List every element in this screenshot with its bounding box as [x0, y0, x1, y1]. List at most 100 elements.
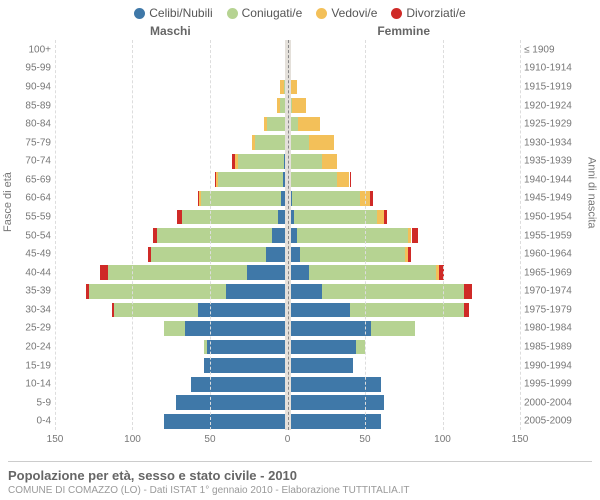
- age-label: 65-69: [17, 174, 51, 185]
- legend-label: Coniugati/e: [242, 6, 303, 20]
- legend-label: Divorziati/e: [406, 6, 465, 20]
- center-axis: [288, 40, 289, 430]
- age-label: 80-84: [17, 119, 51, 130]
- y-axis-right-label: Anni di nascita: [586, 157, 598, 229]
- segment-married: [255, 135, 286, 150]
- segment-widowed: [309, 135, 334, 150]
- female-bar: [288, 395, 521, 410]
- female-bar: [288, 210, 521, 225]
- segment-married: [201, 191, 282, 206]
- birth-year-label: 1970-1974: [524, 286, 586, 297]
- segment-married: [164, 321, 186, 336]
- male-bar: [55, 321, 288, 336]
- male-bar: [55, 117, 288, 132]
- male-bar: [55, 210, 288, 225]
- female-bar: [288, 284, 521, 299]
- segment-married: [297, 228, 409, 243]
- male-bar: [55, 172, 288, 187]
- age-label: 25-29: [17, 323, 51, 334]
- male-bar: [55, 265, 288, 280]
- segment-single: [204, 358, 288, 373]
- x-gridline: [55, 40, 56, 430]
- segment-single: [164, 414, 288, 429]
- male-bar: [55, 191, 288, 206]
- segment-single: [288, 321, 372, 336]
- segment-widowed: [298, 117, 320, 132]
- segment-single: [288, 303, 350, 318]
- x-gridline: [520, 40, 521, 430]
- x-tick-label: 150: [512, 434, 529, 445]
- male-bar: [55, 135, 288, 150]
- birth-year-label: 1965-1969: [524, 267, 586, 278]
- male-bar: [55, 377, 288, 392]
- birth-year-label: 1940-1944: [524, 174, 586, 185]
- age-label: 85-89: [17, 100, 51, 111]
- plot-area: 100+≤ 190995-991910-191490-941915-191985…: [55, 40, 520, 430]
- female-bar: [288, 228, 521, 243]
- segment-divorced: [408, 247, 411, 262]
- birth-year-label: 1960-1964: [524, 249, 586, 260]
- male-bar: [55, 303, 288, 318]
- x-tick-label: 50: [204, 434, 215, 445]
- segment-divorced: [412, 228, 418, 243]
- legend-swatch: [134, 8, 145, 19]
- female-header: Femmine: [377, 24, 430, 38]
- birth-year-label: 2000-2004: [524, 397, 586, 408]
- male-bar: [55, 395, 288, 410]
- segment-widowed: [322, 154, 338, 169]
- age-label: 95-99: [17, 63, 51, 74]
- age-label: 30-34: [17, 304, 51, 315]
- age-label: 70-74: [17, 156, 51, 167]
- legend: Celibi/NubiliConiugati/eVedovi/eDivorzia…: [0, 0, 600, 22]
- legend-label: Vedovi/e: [331, 6, 377, 20]
- segment-single: [247, 265, 287, 280]
- segment-single: [198, 303, 288, 318]
- y-axis-left-label: Fasce di età: [2, 172, 14, 232]
- segment-married: [108, 265, 248, 280]
- segment-widowed: [292, 98, 306, 113]
- male-bar: [55, 340, 288, 355]
- age-label: 60-64: [17, 193, 51, 204]
- segment-widowed: [337, 172, 349, 187]
- x-tick-label: 0: [285, 434, 291, 445]
- male-bar: [55, 247, 288, 262]
- segment-single: [191, 377, 287, 392]
- segment-married: [291, 135, 310, 150]
- female-bar: [288, 340, 521, 355]
- segment-divorced: [148, 247, 151, 262]
- female-bar: [288, 377, 521, 392]
- chart-title: Popolazione per età, sesso e stato civil…: [8, 468, 592, 483]
- legend-item: Vedovi/e: [316, 6, 377, 20]
- legend-item: Coniugati/e: [227, 6, 303, 20]
- birth-year-label: 1980-1984: [524, 323, 586, 334]
- age-label: 55-59: [17, 211, 51, 222]
- segment-single: [288, 340, 356, 355]
- birth-year-label: ≤ 1909: [524, 44, 586, 55]
- segment-widowed: [216, 172, 218, 187]
- segment-single: [207, 340, 288, 355]
- segment-divorced: [464, 303, 469, 318]
- birth-year-label: 1955-1959: [524, 230, 586, 241]
- male-header: Maschi: [150, 24, 191, 38]
- segment-divorced: [153, 228, 158, 243]
- segment-single: [288, 265, 310, 280]
- birth-year-label: 1975-1979: [524, 304, 586, 315]
- segment-single: [176, 395, 288, 410]
- segment-divorced: [100, 265, 108, 280]
- x-axis-ticks: 15010050050100150: [55, 434, 520, 450]
- x-tick-label: 50: [359, 434, 370, 445]
- age-label: 20-24: [17, 342, 51, 353]
- x-tick-label: 150: [47, 434, 64, 445]
- footer: Popolazione per età, sesso e stato civil…: [8, 468, 592, 496]
- segment-single: [288, 395, 384, 410]
- segment-single: [226, 284, 288, 299]
- segment-married: [218, 172, 283, 187]
- segment-married: [238, 154, 285, 169]
- age-label: 50-54: [17, 230, 51, 241]
- birth-year-label: 1930-1934: [524, 137, 586, 148]
- birth-year-label: 1920-1924: [524, 100, 586, 111]
- female-bar: [288, 172, 521, 187]
- segment-divorced: [198, 191, 200, 206]
- x-gridline: [210, 40, 211, 430]
- birth-year-label: 1995-1999: [524, 379, 586, 390]
